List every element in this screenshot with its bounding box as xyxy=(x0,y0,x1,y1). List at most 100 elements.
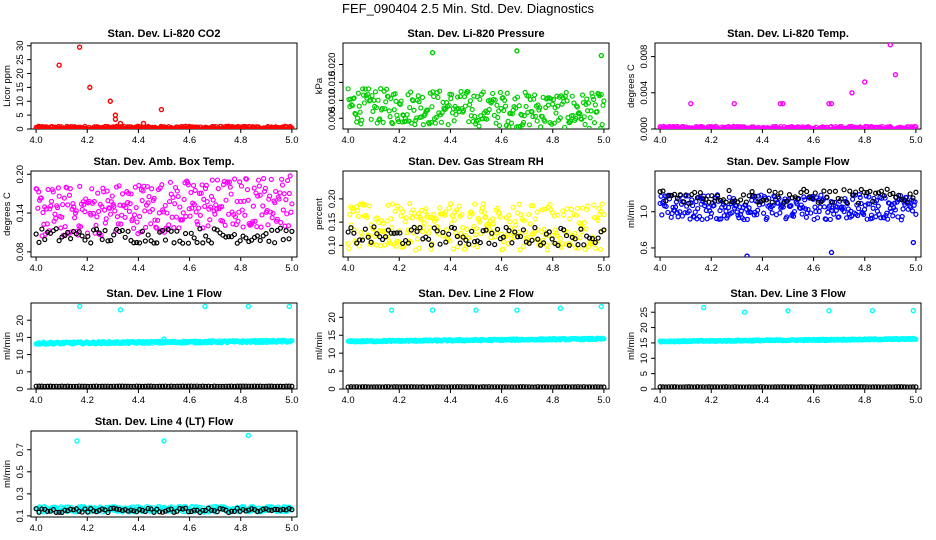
data-point xyxy=(214,509,220,515)
data-point xyxy=(177,204,183,210)
data-point xyxy=(82,237,88,243)
data-point xyxy=(675,214,681,220)
data-point xyxy=(116,228,123,235)
data-point xyxy=(671,191,678,197)
data-point xyxy=(374,384,380,389)
data-point xyxy=(58,225,64,231)
data-point xyxy=(84,230,91,236)
outlier-point xyxy=(741,309,748,315)
data-point xyxy=(443,227,450,233)
data-point xyxy=(723,199,729,205)
data-point xyxy=(453,111,459,118)
data-point xyxy=(469,384,475,389)
data-point xyxy=(838,196,844,202)
data-point xyxy=(243,235,249,241)
data-point xyxy=(407,89,414,95)
data-point xyxy=(763,384,770,389)
x-tick-label: 4.6 xyxy=(807,395,820,406)
data-point xyxy=(116,183,122,189)
data-point xyxy=(448,224,455,231)
data-point xyxy=(466,102,473,108)
data-point xyxy=(483,214,489,220)
data-point xyxy=(534,118,540,124)
data-point xyxy=(105,509,111,516)
data-point xyxy=(526,240,532,246)
data-point xyxy=(455,94,461,100)
data-point xyxy=(477,219,483,225)
plot-title: Stan. Dev. Sample Flow xyxy=(727,156,850,168)
data-point xyxy=(545,102,551,108)
data-point xyxy=(697,384,703,389)
data-point xyxy=(821,204,827,210)
data-point xyxy=(532,384,538,389)
data-point xyxy=(182,505,189,511)
y-tick-label: 20 xyxy=(327,312,338,323)
data-point xyxy=(451,118,457,124)
data-point xyxy=(392,91,398,97)
plot-panel: Stan. Dev. Li-820 CO2 Licor ppm 4.0 4.2 4.4 4… xyxy=(2,28,298,146)
y-tick-label: 30 xyxy=(15,40,26,51)
data-point xyxy=(658,193,664,199)
data-point xyxy=(85,126,91,129)
data-point xyxy=(815,199,821,205)
y-tick-label: 10 xyxy=(639,353,650,364)
data-point xyxy=(382,234,389,240)
data-point xyxy=(735,212,741,218)
data-point xyxy=(483,227,489,233)
data-point xyxy=(68,383,74,389)
data-point xyxy=(534,209,540,215)
data-point xyxy=(245,197,251,203)
data-point xyxy=(818,199,824,205)
data-point xyxy=(105,383,111,389)
data-point xyxy=(134,219,140,225)
plot-panel: Stan. Dev. Amb. Box Temp. degrees C 4.0 4.2… xyxy=(2,156,298,274)
data-point xyxy=(173,214,180,220)
data-point xyxy=(717,197,724,203)
data-point xyxy=(148,506,154,512)
data-point xyxy=(657,189,663,195)
data-point xyxy=(204,199,210,205)
data-point xyxy=(446,231,452,237)
data-point xyxy=(766,188,772,194)
data-point xyxy=(111,383,117,389)
data-point xyxy=(283,383,289,389)
data-point xyxy=(571,100,577,106)
data-point xyxy=(131,225,137,231)
data-point xyxy=(881,384,887,389)
data-point xyxy=(166,198,173,205)
data-point xyxy=(394,384,400,389)
x-tick-label: 4.8 xyxy=(234,135,247,146)
data-point xyxy=(53,215,59,221)
data-point xyxy=(506,124,512,129)
data-point xyxy=(289,507,295,513)
plot-frame xyxy=(30,302,298,390)
data-point xyxy=(185,182,191,188)
data-point xyxy=(523,384,529,389)
data-point xyxy=(112,208,118,214)
data-point xyxy=(359,117,365,123)
data-point xyxy=(193,209,199,215)
data-point xyxy=(591,215,598,221)
data-point xyxy=(354,207,361,214)
data-point xyxy=(266,196,272,202)
data-point xyxy=(417,225,423,231)
data-point xyxy=(907,191,913,197)
data-point xyxy=(490,216,496,222)
outlier-point xyxy=(245,432,252,439)
data-point xyxy=(855,384,862,389)
data-point xyxy=(36,509,42,515)
data-point xyxy=(735,384,741,389)
data-point xyxy=(493,120,499,126)
data-point xyxy=(139,197,145,204)
data-point xyxy=(366,86,372,92)
data-point xyxy=(102,507,108,513)
data-point xyxy=(257,192,263,198)
data-point xyxy=(182,230,189,237)
data-point xyxy=(804,384,810,389)
data-point xyxy=(434,228,440,234)
data-point xyxy=(345,86,351,92)
x-tick-label: 4.4 xyxy=(756,135,769,146)
data-point xyxy=(597,246,604,253)
data-point xyxy=(886,124,892,129)
data-point xyxy=(142,208,148,214)
